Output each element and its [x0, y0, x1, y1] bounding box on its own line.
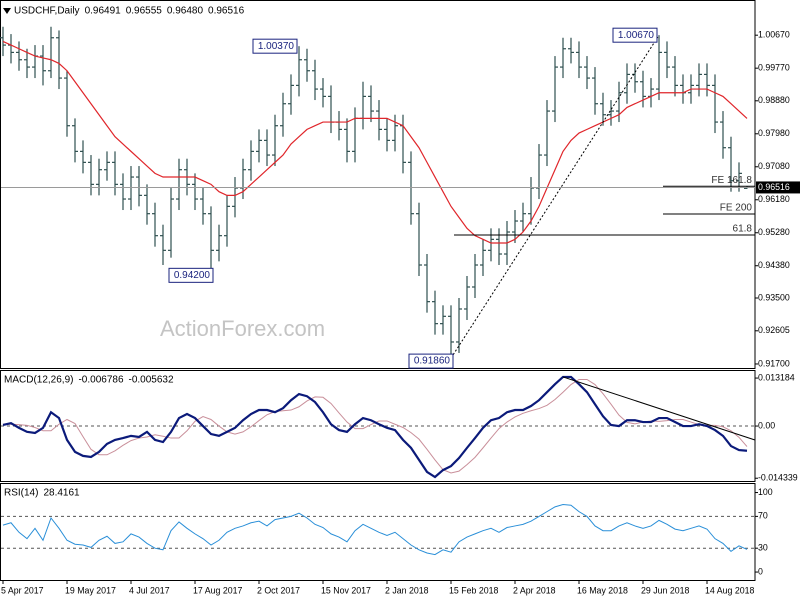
indicator-value: 28.4161 [43, 488, 80, 499]
annotation-box [168, 267, 214, 283]
trend-line [450, 34, 660, 359]
indicator-value: -0.005632 [129, 375, 174, 386]
current-price-box [756, 181, 800, 194]
indicator-title: MACD(12,26,9) [4, 375, 73, 386]
panel-frame [0, 0, 756, 369]
indicator-value: -0.006786 [78, 375, 123, 386]
y-tick-label: 0.96180 [758, 194, 790, 204]
macd-trend-line [562, 376, 756, 441]
annotation-label: 0.94200 [174, 270, 211, 281]
header-value: 0.96555 [126, 6, 163, 17]
header-value: 0.96516 [208, 6, 245, 17]
y-tick-label: 30 [758, 543, 768, 553]
header-value: 0.96491 [85, 6, 122, 17]
panel-frame [0, 483, 756, 581]
y-tick-label: 0 [758, 566, 763, 576]
y-tick-label: 0.98880 [758, 95, 790, 105]
indicator-line [2, 375, 748, 479]
fib-level-label: FE 161.8 [711, 175, 752, 186]
x-tick-label: 4 Jul 2017 [129, 585, 170, 595]
x-tick-label: 19 May 2017 [65, 585, 116, 595]
annotation-label: 1.00370 [258, 41, 295, 52]
annotation-label: 0.91860 [414, 356, 451, 367]
y-tick-label: 0.00 [758, 420, 775, 430]
y-tick-label: 0.94380 [758, 260, 790, 270]
annotation-box [408, 353, 454, 369]
header-title: USDCHF,Daily [14, 6, 80, 17]
x-tick-label: 16 May 2018 [577, 585, 628, 595]
x-tick-label: 2 Jan 2018 [385, 585, 429, 595]
indicator-title: RSI(14) [4, 488, 38, 499]
y-tick-label: 0.97080 [758, 161, 790, 171]
current-price-label: 0.96516 [758, 182, 790, 192]
x-tick-label: 2 Oct 2017 [257, 585, 300, 595]
y-tick-label: 0.97980 [758, 128, 790, 138]
x-tick-label: 15 Nov 2017 [321, 585, 371, 595]
y-tick-label: 0.92605 [758, 325, 790, 335]
annotation-box [252, 38, 298, 54]
x-tick-label: 2 Apr 2018 [513, 585, 556, 595]
annotation-box [612, 27, 658, 43]
annotation-label: 1.00670 [618, 30, 655, 41]
x-tick-label: 15 Feb 2018 [449, 585, 499, 595]
y-tick-label: 100 [758, 487, 773, 497]
y-tick-label: 70 [758, 511, 768, 521]
y-tick-label: 1.00670 [758, 30, 790, 40]
y-tick-label: 0.91700 [758, 358, 790, 368]
x-tick-label: 17 Aug 2017 [193, 585, 243, 595]
y-tick-label: 0.99770 [758, 63, 790, 73]
x-tick-label: 29 Jun 2018 [641, 585, 690, 595]
y-tick-label: 0.95280 [758, 227, 790, 237]
watermark: ActionForex.com [160, 316, 325, 341]
indicator-line [2, 503, 748, 556]
header-value: 0.96480 [167, 6, 204, 17]
y-tick-label: 0.93500 [758, 292, 790, 302]
y-tick-label: 0.013184 [758, 372, 795, 382]
fib-level-label: 61.8 [733, 224, 753, 235]
x-tick-label: 14 Aug 2018 [705, 585, 755, 595]
x-tick-label: 5 Apr 2017 [1, 585, 44, 595]
header-icon [3, 8, 11, 14]
moving-average [2, 40, 748, 244]
fib-level-label: FE 200 [720, 203, 753, 214]
y-tick-label: -0.014339 [758, 473, 798, 483]
